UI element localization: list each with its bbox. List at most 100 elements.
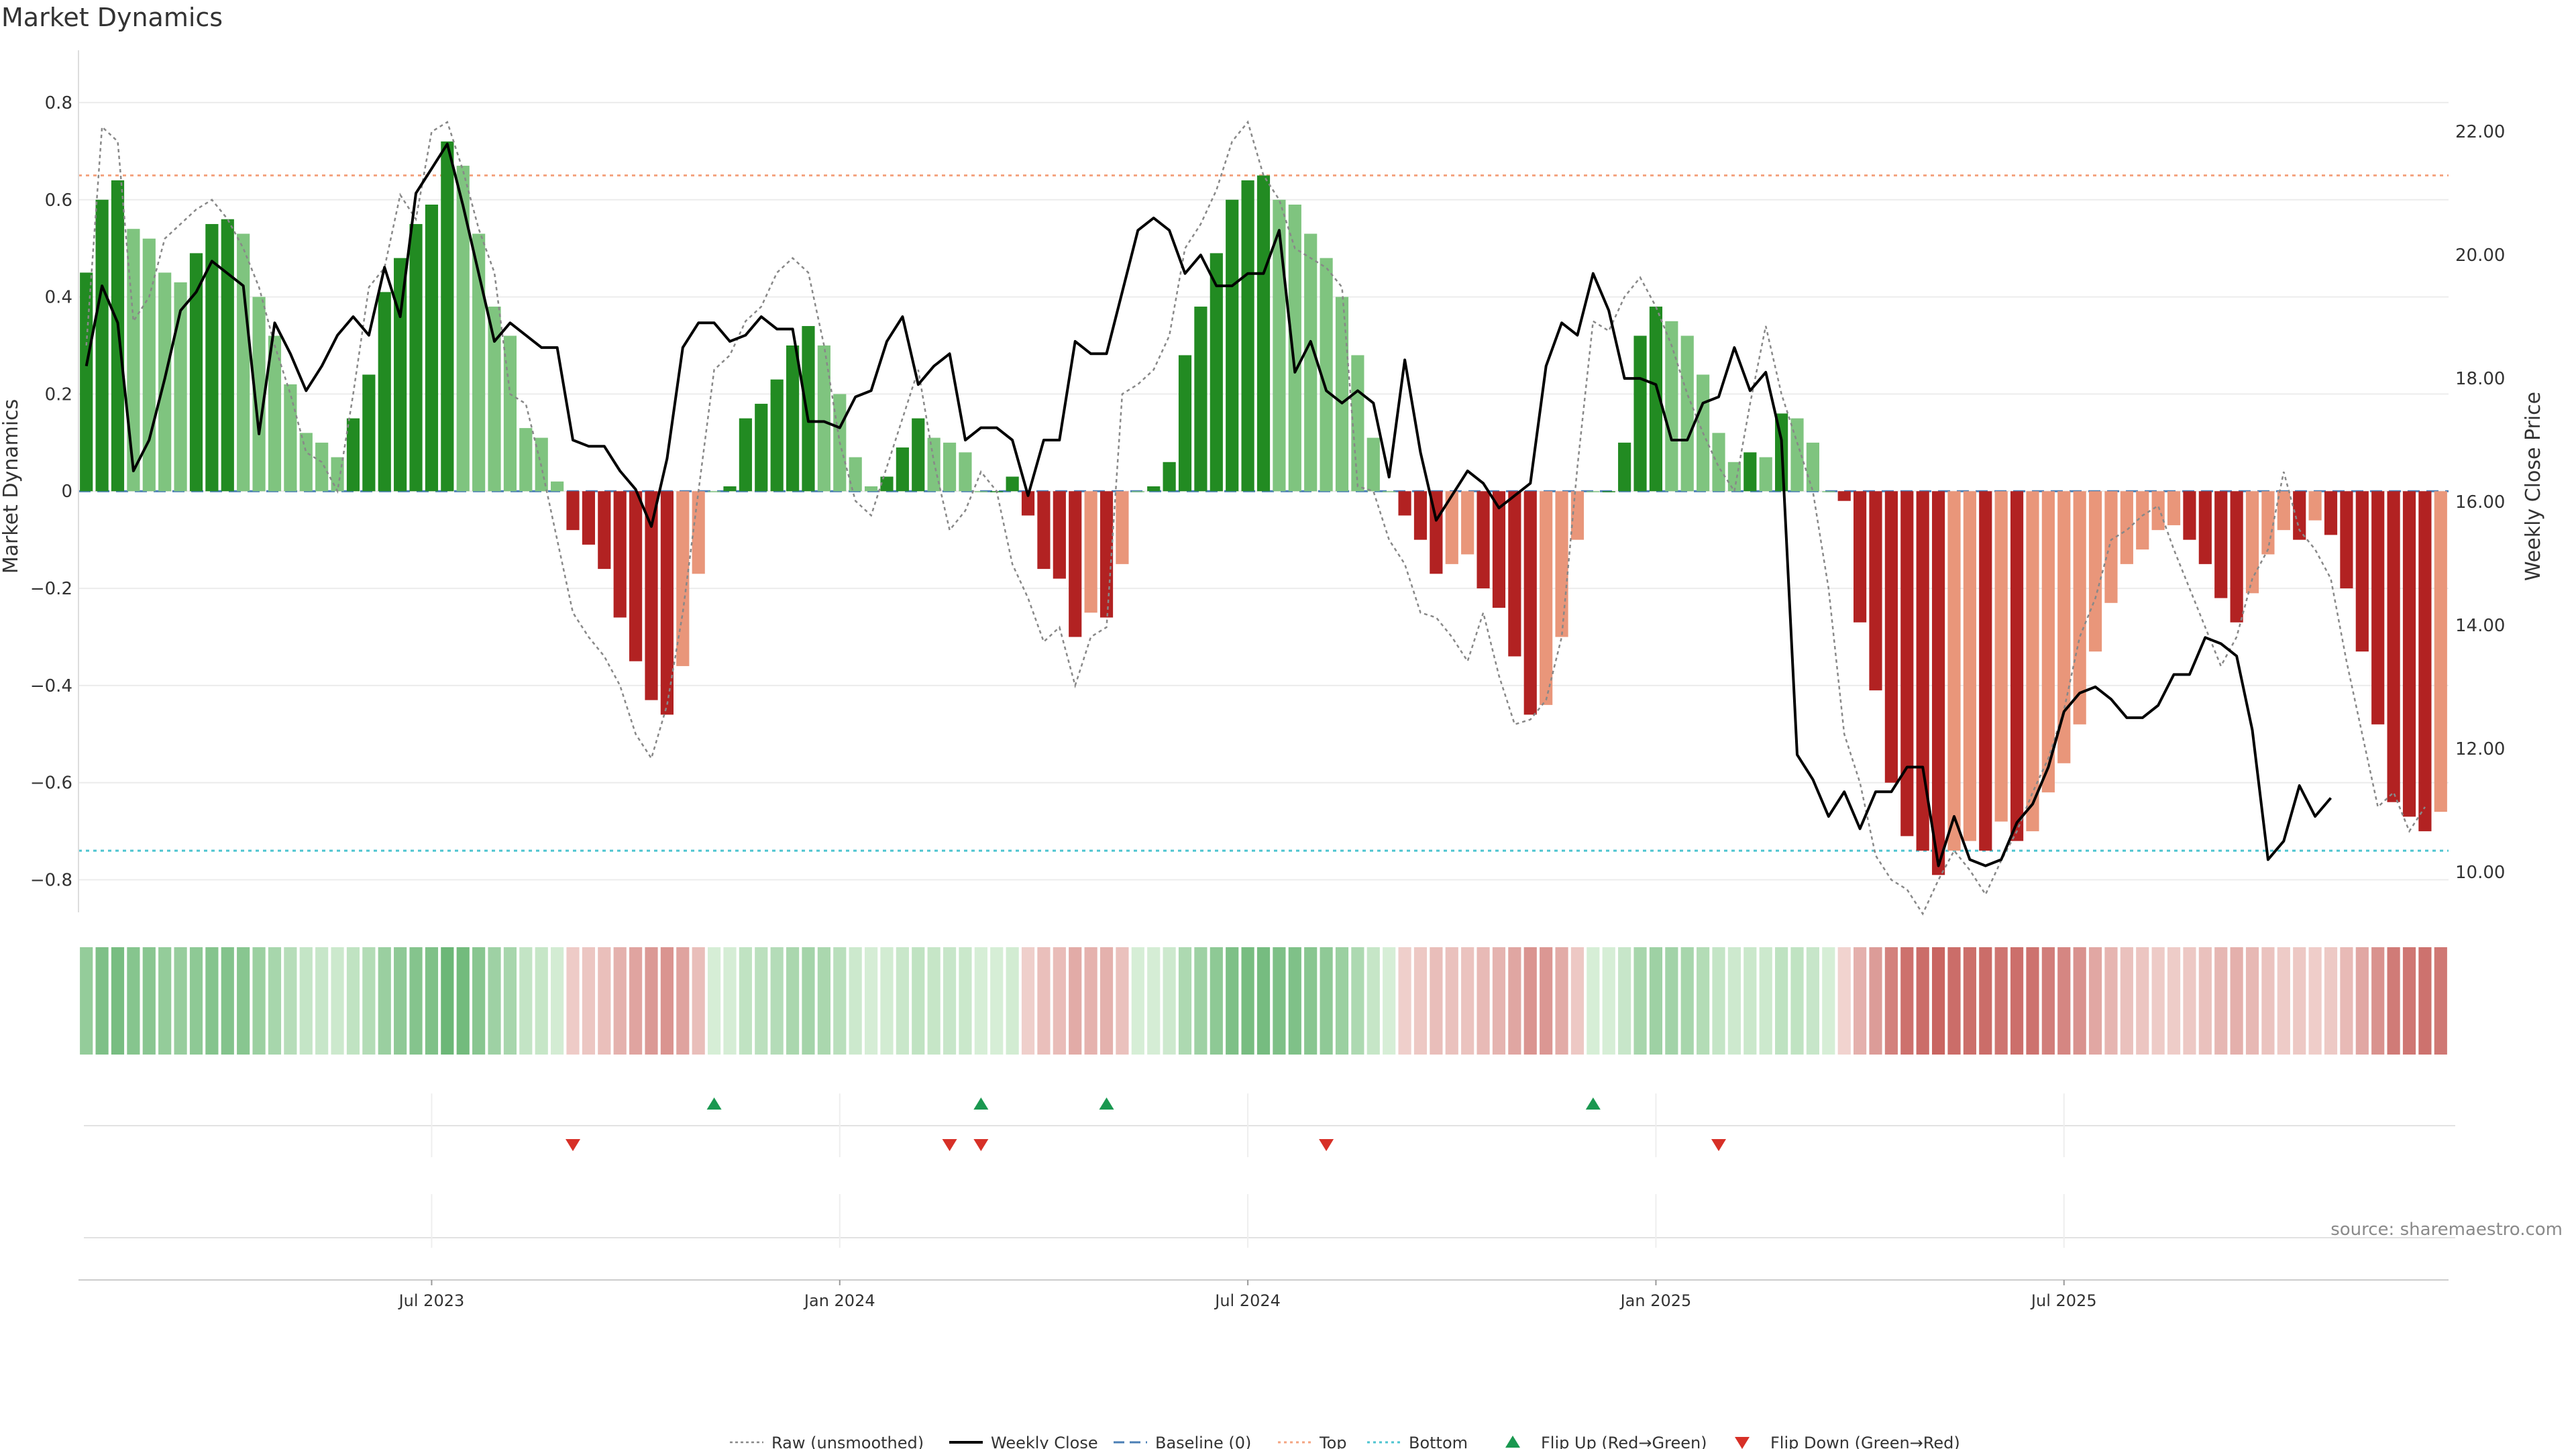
bar (519, 428, 533, 492)
bar (1099, 491, 1114, 618)
bar (1492, 491, 1506, 608)
bar (1383, 491, 1396, 492)
flip-markers-panel (84, 1093, 2455, 1248)
strip-cell (1256, 947, 1271, 1055)
bar (1210, 253, 1223, 492)
y-tick-label: 0.2 (45, 384, 72, 405)
bar (896, 447, 909, 492)
bar (80, 272, 93, 492)
strip-cell (174, 947, 187, 1055)
strip-cell (1854, 947, 1867, 1055)
strip-cell (142, 947, 156, 1055)
strip-cell (1288, 947, 1301, 1055)
legend-label: Baseline (0) (1155, 1434, 1251, 1449)
strip-cell (1445, 947, 1458, 1055)
bar (739, 418, 752, 492)
strip-cell (974, 947, 987, 1055)
strip-cell (1806, 947, 1820, 1055)
bar (503, 335, 517, 492)
y2-tick-label: 10.00 (2455, 863, 2505, 883)
bar (1335, 297, 1349, 492)
strip-cell (927, 947, 941, 1055)
strip-cell (1413, 947, 1428, 1055)
bar (1413, 491, 1428, 540)
strip-cell (2151, 947, 2165, 1055)
bar (676, 491, 690, 666)
bar (2230, 491, 2243, 623)
bar (598, 491, 611, 570)
strip-cell (268, 947, 282, 1055)
strip-cell (2371, 947, 2385, 1055)
strip-cell (488, 947, 501, 1055)
strip-cell (2245, 947, 2259, 1055)
bar (472, 233, 486, 492)
strip-cell (2308, 947, 2322, 1055)
bar (456, 166, 470, 492)
strip-cell (1649, 947, 1663, 1055)
strip-cell (1006, 947, 1019, 1055)
strip-cell (1178, 947, 1192, 1055)
bar (2293, 491, 2306, 540)
y2-tick-label: 18.00 (2455, 369, 2505, 389)
strip-cell (2324, 947, 2338, 1055)
bar (1461, 491, 1474, 555)
strip-cell (425, 947, 439, 1055)
bar (2183, 491, 2196, 540)
strip-cell (1979, 947, 1992, 1055)
bar (1131, 491, 1144, 492)
strip-cell (456, 947, 470, 1055)
bar (2167, 491, 2181, 525)
bar (802, 326, 815, 492)
strip-cell (1335, 947, 1349, 1055)
strip-cell (1743, 947, 1757, 1055)
bar (346, 418, 360, 492)
bar (566, 491, 580, 531)
bar (1178, 355, 1192, 492)
strip-cell (2387, 947, 2400, 1055)
strip-cell (880, 947, 894, 1055)
strip-cell (1555, 947, 1568, 1055)
strip-cell (598, 947, 611, 1055)
flip-down-marker (1711, 1139, 1727, 1151)
bar (912, 418, 925, 492)
strip-cell (959, 947, 972, 1055)
strip-cell (2355, 947, 2369, 1055)
bar (2355, 491, 2369, 652)
strip-cell (252, 947, 266, 1055)
strip-cell (284, 947, 297, 1055)
strip-cell (378, 947, 391, 1055)
bar (1398, 491, 1411, 516)
strip-cell (1383, 947, 1396, 1055)
bar (551, 481, 564, 492)
legend-label: Weekly Close (991, 1434, 1098, 1449)
strip-cell (2230, 947, 2243, 1055)
bar (692, 491, 705, 574)
bar (2277, 491, 2290, 531)
strip-cell (127, 947, 140, 1055)
strip-cell (1727, 947, 1741, 1055)
strip-cell (221, 947, 234, 1055)
y-tick-label: 0.4 (45, 288, 72, 308)
strip-cell (833, 947, 847, 1055)
strip-cell (1884, 947, 1898, 1055)
bar (1727, 462, 1741, 492)
bar (1854, 491, 1867, 623)
strip-cell (2293, 947, 2306, 1055)
strip-cell (864, 947, 878, 1055)
strip-cell (1477, 947, 1490, 1055)
strip-cell (645, 947, 658, 1055)
strip-cell (1273, 947, 1286, 1055)
bar (1963, 491, 1976, 841)
bar (707, 491, 721, 492)
strip-cell (1680, 947, 1694, 1055)
strip-cell (1602, 947, 1615, 1055)
strip-cell (2057, 947, 2071, 1055)
strip-cell (1492, 947, 1506, 1055)
bar (770, 379, 784, 492)
bar (2371, 491, 2385, 724)
legend-label: Flip Down (Green→Red) (1770, 1434, 1960, 1449)
bar (1163, 462, 1176, 492)
bar (755, 403, 768, 492)
bar (1288, 205, 1301, 492)
bar (378, 292, 391, 492)
